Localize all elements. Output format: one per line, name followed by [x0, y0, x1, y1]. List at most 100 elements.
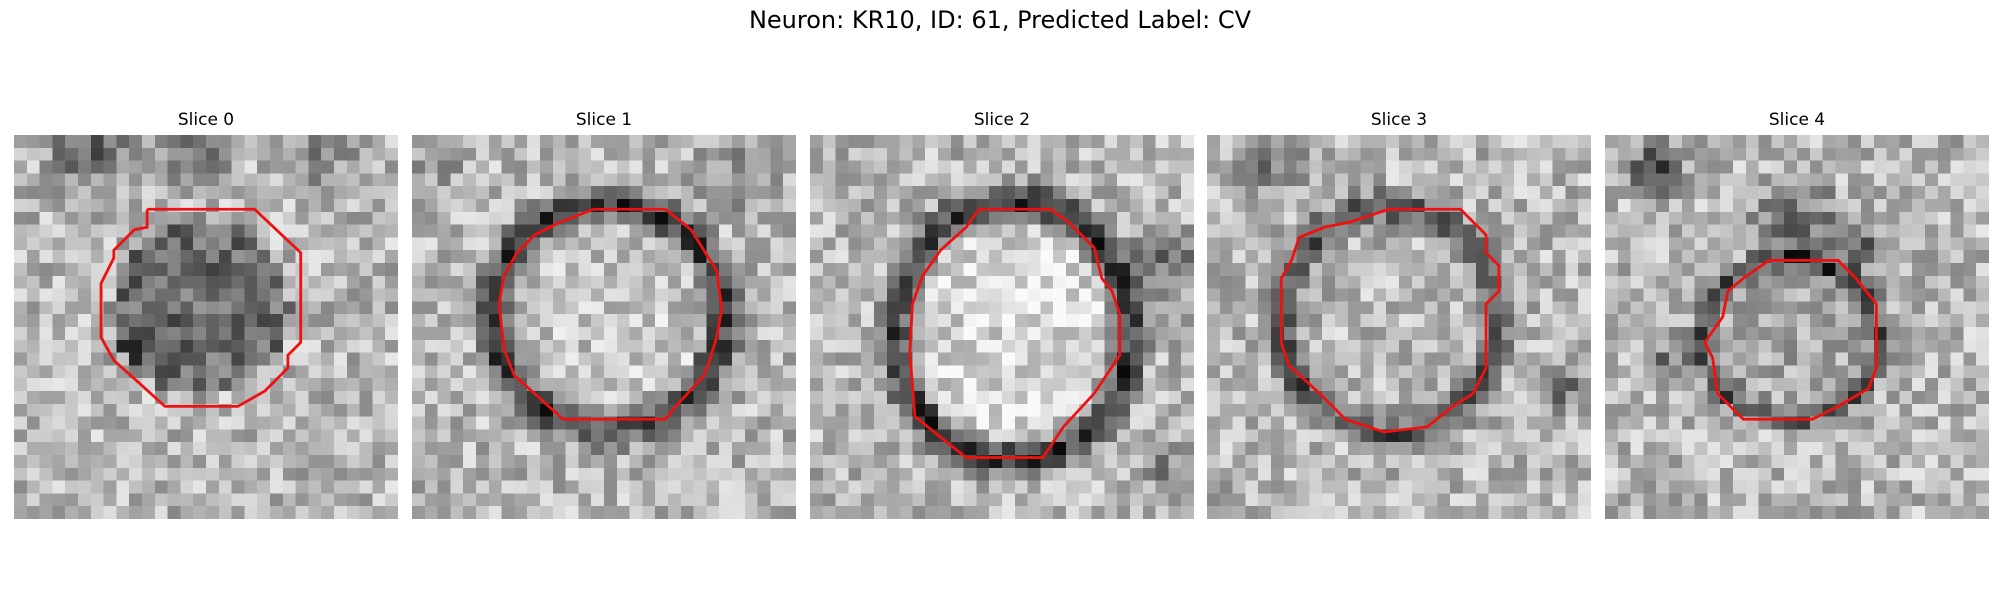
image-pixel [1066, 250, 1080, 264]
image-pixel [1335, 147, 1349, 161]
image-pixel [1501, 429, 1515, 443]
image-pixel [334, 186, 348, 200]
image-pixel [1745, 135, 1759, 149]
image-pixel [257, 365, 271, 379]
image-pixel [1168, 314, 1182, 328]
image-pixel [1322, 288, 1336, 302]
image-pixel [1886, 160, 1900, 174]
image-pixel [822, 135, 836, 149]
image-pixel [668, 147, 682, 161]
image-pixel [629, 301, 643, 315]
image-pixel [244, 403, 258, 417]
image-pixel [1501, 339, 1515, 353]
image-pixel [346, 237, 360, 251]
image-pixel [886, 147, 900, 161]
image-pixel [1605, 455, 1619, 469]
image-pixel [1002, 224, 1016, 238]
image-pixel [1475, 135, 1489, 149]
image-pixel [65, 327, 79, 341]
image-pixel [1514, 173, 1528, 187]
image-pixel [1207, 199, 1221, 213]
image-pixel [116, 416, 130, 430]
image-pixel [1565, 403, 1579, 417]
image-pixel [1258, 301, 1272, 315]
image-pixel [976, 339, 990, 353]
image-pixel [1963, 288, 1977, 302]
image-pixel [810, 506, 824, 519]
image-pixel [1078, 199, 1092, 213]
image-pixel [1117, 455, 1131, 469]
image-pixel [1347, 493, 1361, 507]
image-pixel [1475, 211, 1489, 225]
image-pixel [231, 263, 245, 277]
image-pixel [757, 186, 771, 200]
image-pixel [1091, 211, 1105, 225]
image-pixel [1605, 493, 1619, 507]
image-pixel [1386, 506, 1400, 519]
image-pixel [1488, 429, 1502, 443]
image-pixel [1630, 442, 1644, 456]
image-pixel [552, 301, 566, 315]
image-pixel [1335, 429, 1349, 443]
image-pixel [78, 263, 92, 277]
image-pixel [514, 301, 528, 315]
image-pixel [886, 467, 900, 481]
image-pixel [450, 455, 464, 469]
image-pixel [1245, 352, 1259, 366]
image-pixel [732, 493, 746, 507]
image-pixel [693, 391, 707, 405]
image-pixel [1207, 391, 1221, 405]
image-pixel [1424, 186, 1438, 200]
image-pixel [1565, 480, 1579, 494]
image-pixel [231, 224, 245, 238]
image-pixel [1450, 339, 1464, 353]
image-pixel [1771, 327, 1785, 341]
image-pixel [912, 378, 926, 392]
image-pixel [1681, 327, 1695, 341]
image-pixel [1296, 352, 1310, 366]
image-pixel [1669, 224, 1683, 238]
image-pixel [129, 301, 143, 315]
image-pixel [424, 275, 438, 289]
image-pixel [912, 339, 926, 353]
image-pixel [231, 365, 245, 379]
image-pixel [655, 429, 669, 443]
image-pixel [424, 314, 438, 328]
image-pixel [1283, 301, 1297, 315]
image-pixel [424, 339, 438, 353]
image-pixel [1207, 288, 1221, 302]
image-pixel [680, 263, 694, 277]
image-pixel [385, 147, 398, 161]
image-pixel [129, 352, 143, 366]
image-pixel [1399, 211, 1413, 225]
image-pixel [963, 186, 977, 200]
image-pixel [1797, 301, 1811, 315]
image-pixel [1617, 455, 1631, 469]
image-pixel [1976, 339, 1989, 353]
image-pixel [1360, 147, 1374, 161]
image-pixel [1130, 429, 1144, 443]
image-pixel [629, 173, 643, 187]
image-pixel [488, 391, 502, 405]
image-pixel [244, 250, 258, 264]
image-pixel [874, 147, 888, 161]
image-pixel [282, 250, 296, 264]
image-pixel [1643, 250, 1657, 264]
image-pixel [1386, 327, 1400, 341]
image-pixel [295, 365, 309, 379]
image-pixel [1630, 135, 1644, 149]
image-pixel [950, 378, 964, 392]
image-pixel [1899, 327, 1913, 341]
image-pixel [1130, 224, 1144, 238]
image-pixel [1283, 493, 1297, 507]
image-pixel [770, 199, 784, 213]
image-pixel [1411, 211, 1425, 225]
image-pixel [359, 480, 373, 494]
image-pixel [1091, 339, 1105, 353]
image-pixel [1232, 403, 1246, 417]
image-pixel [308, 224, 322, 238]
image-pixel [1707, 237, 1721, 251]
image-pixel [744, 339, 758, 353]
image-pixel [1733, 365, 1747, 379]
image-pixel [90, 263, 104, 277]
